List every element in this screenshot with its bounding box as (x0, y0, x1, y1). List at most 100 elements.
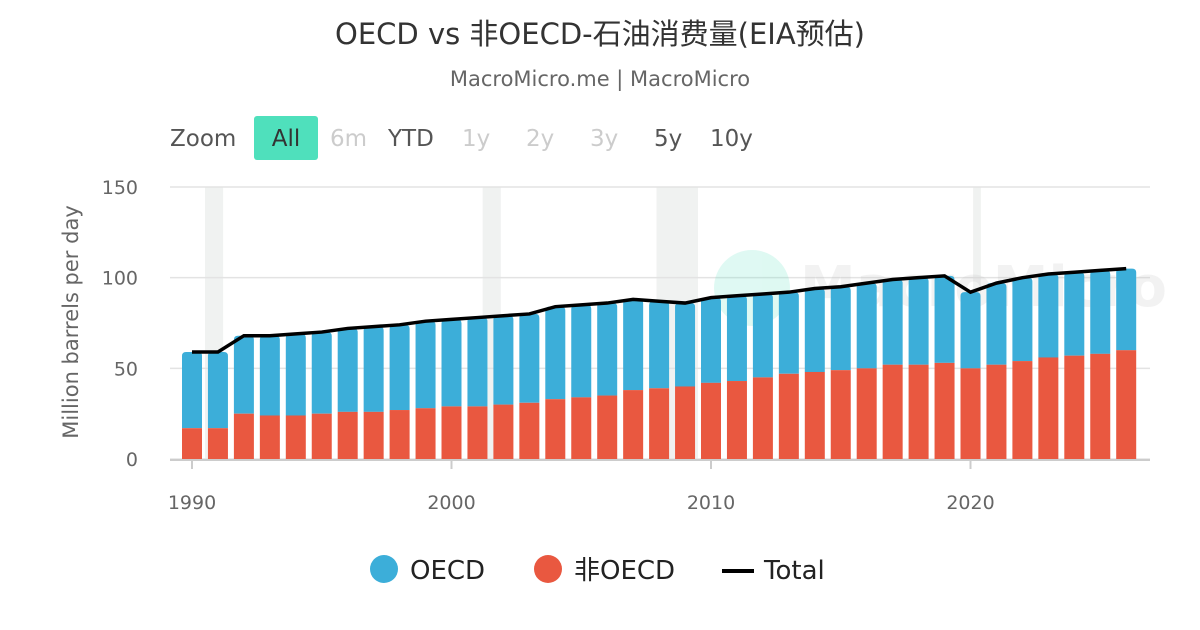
zoom-button-label: 1y (462, 126, 490, 152)
bar-non-oecd-2013 (778, 373, 799, 459)
y-tick-label: 100 (102, 268, 138, 290)
bar-oecd-2002 (493, 315, 514, 405)
zoom-button-3y[interactable]: 3y (590, 126, 618, 152)
bar-non-oecd-1991 (207, 428, 228, 459)
bar-oecd-2016 (856, 283, 877, 369)
bar-oecd-1992 (233, 335, 254, 414)
bar-oecd-2015 (830, 286, 851, 371)
bar-non-oecd-2015 (830, 370, 851, 459)
bar-oecd-2021 (986, 283, 1007, 365)
zoom-button-all[interactable]: All (254, 116, 318, 160)
zoom-button-label: YTD (387, 126, 434, 152)
bar-oecd-2014 (804, 288, 825, 372)
bar-non-oecd-2009 (675, 386, 696, 459)
zoom-buttons: All 6m YTD 1y 2y 3y 5y 10y (254, 116, 753, 160)
zoom-button-bg (254, 116, 318, 160)
bar-oecd-1999 (415, 321, 436, 409)
bar-non-oecd-2002 (493, 404, 514, 459)
bar-non-oecd-2014 (804, 371, 825, 459)
legend-item-total[interactable]: Total (722, 556, 825, 586)
bar-oecd-2018 (908, 277, 929, 365)
bar-oecd-2020 (960, 292, 981, 369)
legend-label: 非OECD (574, 556, 675, 586)
bar-oecd-2005 (571, 304, 592, 398)
zoom-button-label: 10y (710, 126, 753, 152)
legend: OECD 非OECD Total (370, 555, 825, 586)
bar-non-oecd-2020 (960, 368, 981, 459)
bar-non-oecd-2001 (467, 406, 488, 459)
zoom-button-label: 2y (526, 126, 554, 152)
bar-oecd-2000 (441, 319, 462, 407)
legend-marker-circle-icon (534, 555, 562, 583)
legend-item-oecd[interactable]: OECD (370, 555, 485, 586)
bar-non-oecd-1997 (363, 411, 384, 459)
bar-non-oecd-2011 (726, 381, 747, 459)
bar-non-oecd-2018 (908, 364, 929, 459)
bar-non-oecd-2021 (986, 364, 1007, 459)
legend-item-non-oecd[interactable]: 非OECD (534, 555, 675, 586)
bar-non-oecd-1992 (233, 413, 254, 459)
chart-title: OECD vs 非OECD-石油消费量(EIA预估) (335, 17, 865, 51)
bar-non-oecd-2000 (441, 406, 462, 459)
zoom-button-ytd[interactable]: YTD (387, 126, 434, 152)
bar-oecd-2025 (1090, 270, 1111, 354)
bar-oecd-2009 (675, 303, 696, 387)
bar-oecd-2011 (726, 295, 747, 382)
bar-non-oecd-2003 (519, 402, 540, 459)
x-tick-label: 2010 (687, 492, 735, 514)
zoom-button-5y[interactable]: 5y (654, 126, 682, 152)
bar-oecd-1995 (311, 332, 332, 414)
bar-non-oecd-2019 (934, 362, 955, 459)
bar-oecd-2010 (701, 297, 721, 383)
bar-non-oecd-2004 (545, 399, 566, 459)
bar-non-oecd-1999 (415, 408, 436, 459)
bar-oecd-1994 (285, 333, 306, 416)
bar-non-oecd-1993 (259, 415, 280, 459)
bar-oecd-2007 (623, 299, 644, 391)
bar-oecd-2017 (882, 279, 903, 365)
zoom-button-2y[interactable]: 2y (526, 126, 554, 152)
bar-non-oecd-1990 (182, 428, 202, 459)
bar-non-oecd-2006 (597, 395, 618, 459)
bar-oecd-1998 (389, 324, 410, 411)
bar-oecd-1993 (259, 335, 280, 416)
y-tick-label: 150 (102, 177, 138, 199)
y-tick-label: 0 (126, 449, 138, 471)
bar-oecd-2022 (1012, 277, 1033, 362)
bar-non-oecd-2010 (701, 382, 721, 459)
y-axis-label: Million barrels per day (59, 205, 83, 438)
bar-non-oecd-2024 (1064, 355, 1085, 459)
total-line (192, 266, 1127, 354)
x-tick-label: 2000 (427, 492, 475, 514)
bar-non-oecd-1994 (285, 415, 306, 459)
bar-non-oecd-2022 (1012, 361, 1033, 459)
bar-non-oecd-2023 (1038, 357, 1059, 459)
zoom-button-6m[interactable]: 6m (330, 126, 367, 152)
bar-oecd-1996 (337, 328, 358, 412)
zoom-button-label: 3y (590, 126, 618, 152)
legend-label: Total (763, 556, 825, 586)
chart-subtitle: MacroMicro.me | MacroMicro (450, 67, 750, 92)
axes: 0 50 100 150 1990 2000 2010 2020 (102, 177, 1150, 514)
bar-oecd-1990 (182, 352, 202, 429)
bar-oecd-2024 (1064, 272, 1085, 356)
x-tick-label: 1990 (168, 492, 216, 514)
zoom-button-1y[interactable]: 1y (462, 126, 490, 152)
bar-non-oecd-2026 (1116, 350, 1137, 459)
zoom-label: Zoom (170, 126, 236, 152)
bar-oecd-2001 (467, 317, 488, 407)
zoom-button-label: 6m (330, 126, 367, 152)
bar-oecd-2003 (519, 313, 540, 403)
bar-oecd-2013 (778, 292, 799, 374)
zoom-button-label: 5y (654, 126, 682, 152)
zoom-button-10y[interactable]: 10y (710, 126, 753, 152)
bar-non-oecd-1995 (311, 413, 332, 459)
bar-non-oecd-2008 (649, 388, 670, 459)
bar-oecd-2004 (545, 306, 566, 400)
bar-non-oecd-1998 (389, 410, 410, 459)
bar-oecd-2026 (1116, 268, 1137, 351)
x-tick-label: 2020 (946, 492, 994, 514)
bar-oecd-2019 (934, 275, 955, 363)
